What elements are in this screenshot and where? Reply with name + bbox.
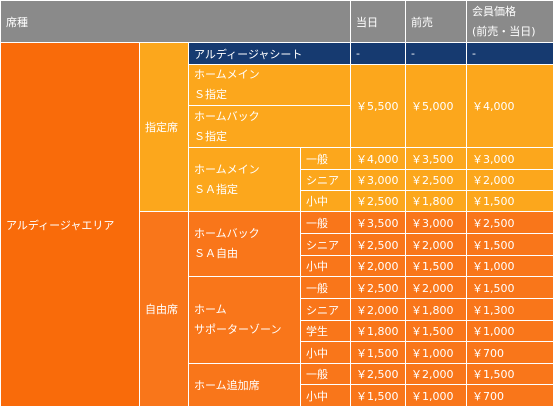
table-row: 小中 ￥2,500 ￥1,800 ￥1,500 xyxy=(1,190,553,212)
table-row: シニア ￥2,000 ￥1,800 ￥1,300 xyxy=(1,298,553,321)
table-cell: ￥2,000 xyxy=(350,255,406,277)
table-cell: ￥1,000 xyxy=(466,255,553,277)
table-cell: ￥700 xyxy=(466,341,553,364)
table-cell: ￥2,500 xyxy=(350,190,406,212)
table-row: 小中 ￥1,500 ￥1,000 ￥700 xyxy=(1,384,553,406)
table-cell: 小中 xyxy=(300,255,351,277)
cell-line: ホーム xyxy=(194,303,227,316)
table-cell: ￥5,500 xyxy=(350,64,406,148)
table-cell: ￥1,000 xyxy=(466,320,553,342)
table-row: ホームバック Ｓ指定 xyxy=(1,105,553,148)
table-cell: 小中 xyxy=(300,384,351,406)
table-row: ホーム サポーターゾーン 一般 ￥2,500 ￥2,000 ￥1,500 xyxy=(1,276,553,364)
table-cell: ￥1,800 xyxy=(405,190,467,212)
header-cell: 前売 xyxy=(405,0,467,43)
table-cell: ￥2,500 xyxy=(350,363,406,385)
table-cell: 一般 xyxy=(300,211,351,234)
header-cell: 会員価格 (前売・当日) xyxy=(466,0,553,43)
table-row: 学生 ￥1,800 ￥1,500 ￥1,000 xyxy=(1,320,553,342)
table-cell: 自由席 xyxy=(139,211,189,406)
table-cell: - xyxy=(466,42,553,65)
table-cell: ￥2,000 xyxy=(405,276,467,299)
table-cell: ホームメイン ＳＡ指定 xyxy=(188,147,301,212)
table-cell: ホームバック ＳＡ自由 xyxy=(188,211,301,277)
table-cell: アルディージャエリア xyxy=(0,42,140,406)
table-row: 小中 ￥1,500 ￥1,000 ￥700 xyxy=(1,341,553,364)
table-cell: 一般 xyxy=(300,147,351,170)
table-row: ホーム追加席 一般 ￥2,500 ￥2,000 ￥1,500 xyxy=(1,363,553,406)
table-row: アルディージャエリア 指定席 アルディージャシート - - - xyxy=(0,42,553,406)
table-cell: ￥3,500 xyxy=(350,211,406,234)
cell-line: ホームバック xyxy=(194,227,260,240)
table-cell: ￥1,500 xyxy=(466,190,553,212)
table-cell: ￥700 xyxy=(466,384,553,406)
cell-line: ＳＡ指定 xyxy=(194,182,238,196)
table-cell: ￥1,800 xyxy=(405,298,467,321)
table-cell: 小中 xyxy=(300,190,351,212)
cell-line: ホームメイン xyxy=(194,162,260,176)
table-cell: - xyxy=(405,42,467,65)
table-cell: ￥3,000 xyxy=(350,169,406,191)
table-row: シニア ￥2,500 ￥2,000 ￥1,500 xyxy=(1,233,553,256)
table-cell: 一般 xyxy=(300,276,351,299)
table-cell: ￥1,500 xyxy=(350,341,406,364)
table-cell: ￥2,500 xyxy=(350,276,406,299)
table-cell: ￥1,500 xyxy=(405,255,467,277)
cell-line: ＳＡ自由 xyxy=(194,247,238,260)
table-cell: ￥1,300 xyxy=(466,298,553,321)
table-cell: ￥2,000 xyxy=(350,298,406,321)
cell-line: (前売・当日) xyxy=(472,24,536,38)
table-cell: ￥2,000 xyxy=(405,363,467,385)
cell-line: ホームバック xyxy=(194,109,260,123)
table-cell: ￥4,000 xyxy=(466,64,553,148)
table-cell: ￥1,000 xyxy=(405,341,467,364)
header-row: 席種 当日 前売 会員価格 (前売・当日) xyxy=(0,0,553,43)
table-row: ホームメイン Ｓ指定 ￥5,500 ￥5,000 ￥4,000 xyxy=(1,64,553,148)
table-cell: ホームバック Ｓ指定 xyxy=(188,105,351,148)
table-cell: ホームメイン Ｓ指定 xyxy=(188,64,351,106)
table-cell: ￥1,500 xyxy=(466,276,553,299)
table-cell: ￥2,000 xyxy=(466,169,553,191)
cell-line: Ｓ指定 xyxy=(194,129,227,143)
header-cell: 当日 xyxy=(350,0,406,43)
table-cell: シニア xyxy=(300,298,351,321)
table-cell: 学生 xyxy=(300,320,351,342)
table-cell: ￥3,000 xyxy=(405,211,467,234)
table-cell: 一般 xyxy=(300,363,351,385)
table-cell: ￥2,500 xyxy=(350,233,406,256)
table-cell: ￥1,500 xyxy=(350,384,406,406)
table-cell: 指定席 xyxy=(139,42,189,212)
table-row: ホームメイン ＳＡ指定 一般 ￥4,000 ￥3,500 ￥3,000 xyxy=(1,147,553,212)
table-cell: ￥3,000 xyxy=(466,147,553,170)
table-cell: ￥4,000 xyxy=(350,147,406,170)
cell-line: 会員価格 xyxy=(472,4,516,18)
table-cell: ￥1,500 xyxy=(466,233,553,256)
table-cell: シニア xyxy=(300,233,351,256)
table-cell: ￥1,500 xyxy=(466,363,553,385)
table-cell: ￥1,000 xyxy=(405,384,467,406)
table-cell: ￥1,500 xyxy=(405,320,467,342)
table-cell: ￥2,000 xyxy=(405,233,467,256)
table-cell: シニア xyxy=(300,169,351,191)
table-cell: ホーム追加席 xyxy=(188,363,301,406)
table-cell: ￥2,500 xyxy=(466,211,553,234)
table-cell: ￥1,800 xyxy=(350,320,406,342)
table-cell: アルディージャシート xyxy=(188,42,351,65)
cell-line: Ｓ指定 xyxy=(194,88,227,101)
table-row: シニア ￥3,000 ￥2,500 ￥2,000 xyxy=(1,169,553,191)
cell-line: ホームメイン xyxy=(194,68,260,81)
table-cell: ￥2,500 xyxy=(405,169,467,191)
table-cell: - xyxy=(350,42,406,65)
cell-line: サポーターゾーン xyxy=(194,323,282,336)
table-cell: ホームサポーターゾーン xyxy=(188,276,301,364)
header-cell: 席種 xyxy=(0,0,351,43)
table-cell: 小中 xyxy=(300,341,351,364)
table-cell: ￥3,500 xyxy=(405,147,467,170)
table-cell: ￥5,000 xyxy=(405,64,467,148)
